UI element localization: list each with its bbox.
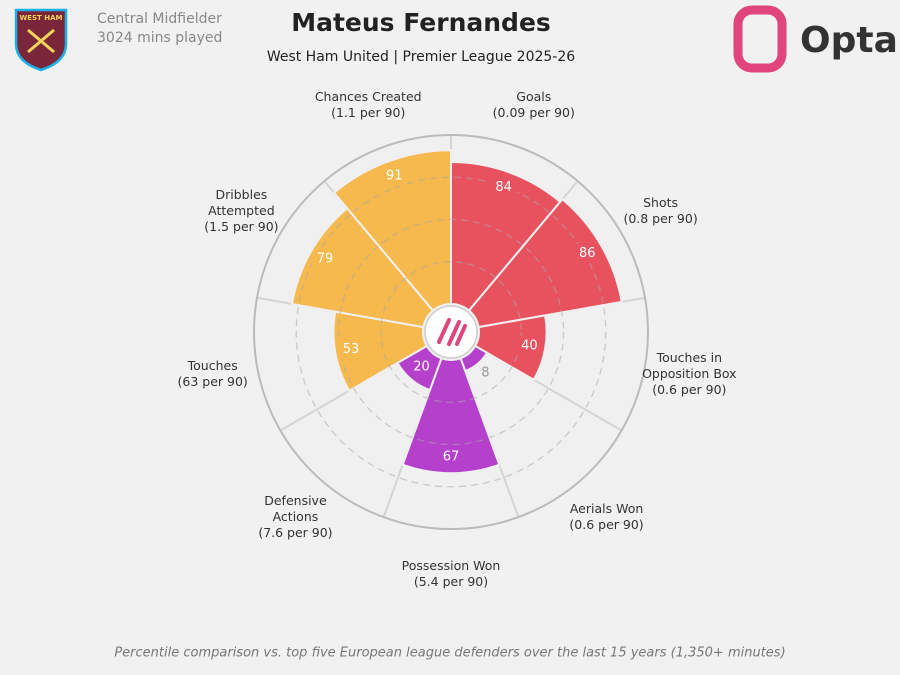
value-label: 91	[386, 169, 403, 184]
category-rate: (0.6 per 90)	[569, 517, 644, 533]
value-label: 79	[317, 252, 334, 267]
value-label: 40	[521, 338, 538, 353]
category-label: Touches (63 per 90)	[158, 358, 268, 390]
value-label-box	[408, 357, 435, 378]
category-name: Defensive Actions	[264, 493, 327, 525]
slice	[332, 310, 429, 393]
value-label: 20	[413, 360, 430, 375]
category-name: Touches in Opposition Box	[642, 350, 737, 382]
badge-hammers	[27, 28, 55, 54]
category-name: Possession Won	[401, 558, 501, 573]
footnote: Percentile comparison vs. top five Europ…	[114, 646, 785, 661]
value-label: 53	[343, 342, 360, 357]
category-label: Shots (0.8 per 90)	[606, 195, 716, 227]
value-label: 67	[443, 450, 460, 465]
category-rate: (5.4 per 90)	[413, 574, 489, 589]
value-label-box	[574, 243, 601, 264]
badge-text: WEST HAM	[20, 14, 63, 22]
category-label: Chances Created (1.1 per 90)	[303, 89, 433, 121]
slice	[332, 149, 452, 312]
grid-ring	[337, 218, 565, 446]
category-rate: (0.8 per 90)	[623, 211, 698, 226]
category-rate: (0.6 per 90)	[652, 382, 727, 398]
category-label: Aerials Won (0.6 per 90)	[552, 501, 662, 533]
value-label-box	[516, 335, 543, 356]
value-label: 84	[495, 180, 512, 195]
category-rate: (1.5 per 90)	[204, 219, 279, 234]
category-label: Possession Won (5.4 per 90)	[396, 558, 506, 590]
category-label: Dribbles Attempted (1.5 per 90)	[201, 187, 281, 235]
category-name: Aerials Won	[569, 501, 644, 517]
grid-ring	[295, 176, 607, 488]
slice	[467, 197, 623, 329]
category-name: Chances Created	[314, 88, 422, 104]
player-minutes: 3024 mins played	[97, 30, 223, 46]
value-label-box	[311, 249, 338, 270]
slice	[401, 357, 501, 475]
value-label: 8	[481, 365, 489, 380]
player-position: Central Midfielder	[97, 11, 222, 27]
slice	[473, 314, 548, 382]
value-label-box	[381, 166, 408, 187]
logo-mark	[733, 5, 787, 73]
category-name: Shots	[643, 195, 679, 210]
center-logo-mark	[437, 318, 467, 346]
category-name: Dribbles Attempted	[208, 187, 275, 218]
category-label: Defensive Actions (7.6 per 90)	[255, 493, 335, 541]
category-rate: (1.1 per 90)	[331, 104, 406, 120]
category-rate: (7.6 per 90)	[258, 525, 333, 541]
category-label: Goals (0.09 per 90)	[479, 89, 589, 121]
category-label: Touches in Opposition Box (0.6 per 90)	[634, 350, 744, 398]
value-label-box	[438, 447, 464, 468]
value-label-box	[337, 339, 364, 360]
value-label-box	[490, 177, 517, 198]
category-name: Touches	[187, 358, 238, 374]
slice	[290, 206, 435, 329]
center-logo	[424, 305, 478, 359]
category-rate: (63 per 90)	[177, 374, 248, 390]
category-rate: (0.09 per 90)	[492, 104, 575, 120]
logo-text: Opta	[800, 20, 898, 61]
value-label: 86	[579, 246, 596, 261]
category-name: Goals	[516, 88, 552, 104]
chart-title: Mateus Fernandes	[291, 8, 551, 37]
grid-ring	[380, 261, 522, 403]
chart-subtitle: West Ham United | Premier League 2025-26	[267, 49, 575, 65]
grid-ring	[253, 134, 649, 530]
slice	[450, 161, 562, 312]
